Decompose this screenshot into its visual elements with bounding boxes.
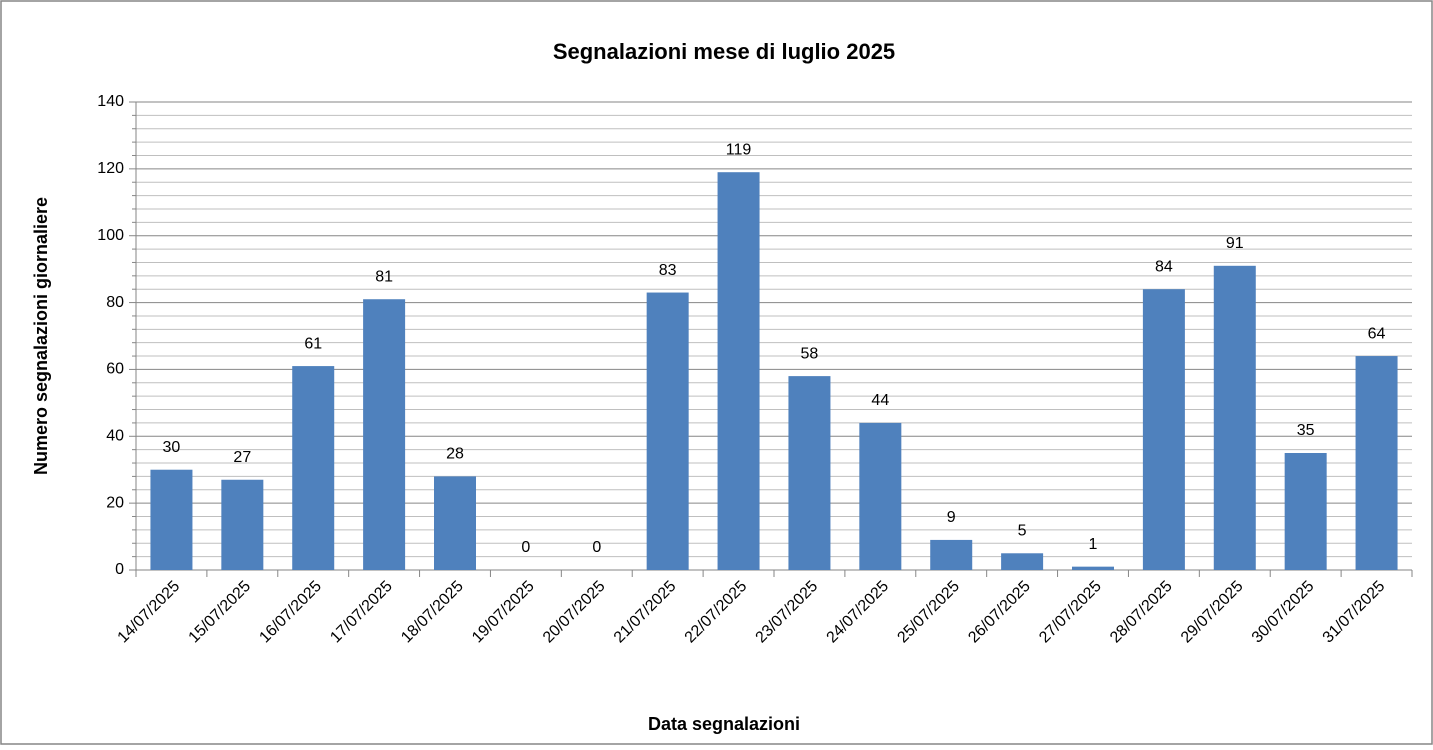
bar: [221, 479, 264, 570]
data-label: 83: [659, 262, 677, 279]
y-tick-label: 100: [97, 227, 124, 244]
x-axis-label: Data segnalazioni: [648, 714, 800, 734]
data-label: 1: [1089, 536, 1098, 553]
y-tick-label: 40: [106, 428, 124, 445]
y-tick-label: 120: [97, 160, 124, 177]
bar: [363, 299, 406, 570]
data-label: 30: [163, 439, 181, 456]
bar: [717, 172, 760, 570]
y-axis-label: Numero segnalazioni giornaliere: [31, 197, 51, 475]
bar: [434, 476, 476, 570]
bar: [788, 376, 831, 570]
data-label: 35: [1297, 422, 1315, 439]
bar: [930, 539, 973, 570]
bar: [859, 422, 902, 570]
data-label: 9: [947, 509, 956, 526]
data-label: 0: [521, 539, 530, 556]
bar: [646, 292, 689, 570]
y-tick-label: 60: [106, 361, 124, 378]
bar: [1284, 453, 1327, 570]
data-label: 27: [233, 449, 251, 466]
data-label: 28: [446, 446, 464, 463]
bar: [1142, 289, 1185, 570]
data-label: 119: [726, 141, 752, 158]
data-label: 64: [1368, 325, 1386, 342]
data-label: 5: [1018, 523, 1027, 540]
y-tick-label: 20: [106, 494, 124, 511]
y-tick-label: 0: [115, 561, 124, 578]
bar: [1355, 356, 1398, 570]
data-label: 84: [1155, 258, 1173, 275]
data-label: 81: [375, 268, 393, 285]
chart-title: Segnalazioni mese di luglio 2025: [553, 39, 895, 64]
bar: [1213, 265, 1256, 570]
y-tick-label: 140: [97, 93, 124, 110]
data-label: 0: [592, 539, 601, 556]
bar: [1001, 553, 1044, 570]
data-label: 58: [801, 345, 819, 362]
data-label: 91: [1226, 235, 1244, 252]
data-label: 61: [304, 335, 322, 352]
data-label: 44: [871, 392, 889, 409]
bar: [292, 366, 335, 570]
bar: [150, 469, 193, 570]
bar: [1072, 566, 1114, 570]
y-tick-label: 80: [106, 294, 124, 311]
